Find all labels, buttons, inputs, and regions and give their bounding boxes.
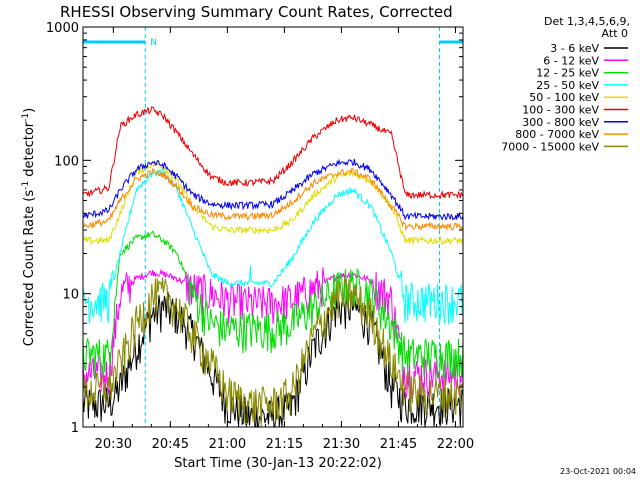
legend-label-8: 7000 - 15000 keV xyxy=(501,140,599,153)
legend-label-6: 300 - 800 keV xyxy=(522,116,599,129)
legend-label-7: 800 - 7000 keV xyxy=(515,128,599,141)
x-axis-label: Start Time (30-Jan-13 20:22:02) xyxy=(174,456,382,471)
night-marker-label: N xyxy=(150,38,157,48)
series-line-2 xyxy=(82,230,464,380)
series-line-6 xyxy=(82,158,464,221)
x-tick-label-5: 21:45 xyxy=(380,437,417,452)
x-tick-label-3: 21:15 xyxy=(266,437,303,452)
y-axis-label-sup2: -1 xyxy=(21,113,31,122)
legend-header-line1: Det 1,3,4,5,6,9, xyxy=(544,15,630,28)
legend-label-0: 3 - 6 keV xyxy=(550,42,599,55)
y-axis-label: Corrected Count Rate (s-1 detector-1) xyxy=(21,108,37,346)
series-line-7 xyxy=(82,167,464,232)
legend-label-5: 100 - 300 keV xyxy=(522,104,599,117)
plot-frame xyxy=(82,26,464,428)
legend-label-2: 12 - 25 keV xyxy=(536,67,599,80)
series-line-5 xyxy=(82,105,464,200)
chart-title: RHESSI Observing Summary Count Rates, Co… xyxy=(60,3,453,21)
y-tick-label-0: 1 xyxy=(71,421,79,436)
x-tick-label-6: 22:00 xyxy=(437,437,474,452)
y-axis-label-sup1: -1 xyxy=(21,181,31,190)
x-tick-label-2: 21:00 xyxy=(209,437,246,452)
y-axis: 1 10 100 1000 xyxy=(46,21,463,436)
y-tick-label-3: 1000 xyxy=(46,21,79,36)
x-tick-label-4: 21:30 xyxy=(323,437,360,452)
legend-label-3: 25 - 50 keV xyxy=(536,79,599,92)
series-group xyxy=(82,105,464,429)
y-axis-label-part1: Corrected Count Rate (s xyxy=(22,190,37,347)
x-tick-label-1: 20:45 xyxy=(152,437,189,452)
x-tick-label-0: 20:30 xyxy=(95,437,132,452)
series-line-8 xyxy=(82,277,464,427)
y-axis-label-part3: ) xyxy=(22,108,37,113)
series-line-3 xyxy=(82,168,464,325)
x-axis: 20:30 20:45 21:00 21:15 21:30 21:45 22:00 xyxy=(93,27,474,452)
y-tick-label-1: 10 xyxy=(62,288,79,303)
legend-label-1: 6 - 12 keV xyxy=(543,54,599,67)
y-axis-label-part2: detector xyxy=(22,121,37,181)
footer-timestamp: 23-Oct-2021 00:04 xyxy=(560,467,636,476)
legend-header-line2: Att 0 xyxy=(602,27,628,40)
legend-label-4: 50 - 100 keV xyxy=(529,91,599,104)
series-line-4 xyxy=(82,160,464,245)
y-tick-label-2: 100 xyxy=(54,154,79,169)
series-line-1 xyxy=(82,267,464,400)
